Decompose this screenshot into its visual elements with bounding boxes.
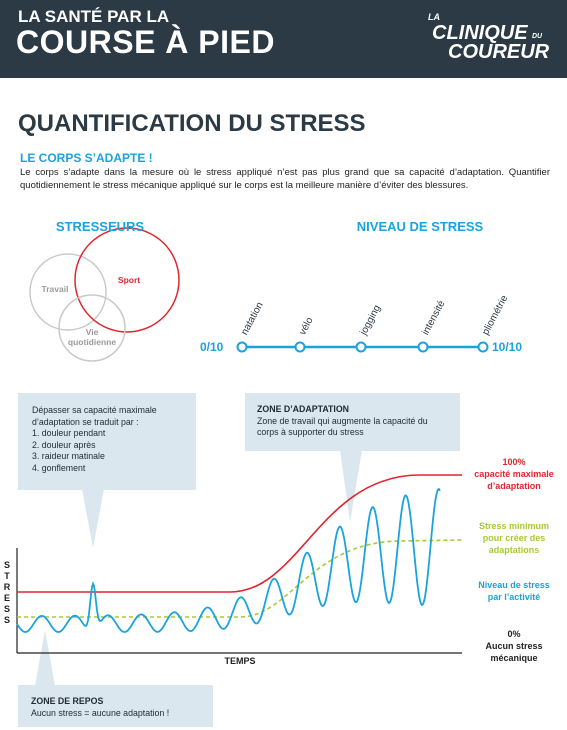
label-line: capacité maximale [474, 469, 554, 479]
activity-label-right: Niveau de stress par l’activité [478, 579, 550, 603]
level-max: 10/10 [492, 340, 523, 354]
level-node [477, 341, 489, 353]
activity-curve [16, 487, 441, 633]
header-line1: LA SANTÉ PAR LA [18, 7, 170, 26]
minimum-label: Stress minimum pour créer des adaptation… [479, 520, 549, 556]
logo-la: LA [428, 12, 440, 22]
circle-vie [58, 294, 126, 362]
level-node [417, 341, 429, 353]
capacity-curve [17, 474, 462, 593]
y-axis-label: STRESS [2, 560, 12, 626]
callout-pointer [82, 489, 104, 548]
level-node [355, 341, 367, 353]
callout-text: Dépasser sa capacité maximale d’adaptati… [32, 405, 157, 427]
circle-travail [29, 253, 107, 331]
logo-du: DU [532, 33, 543, 40]
label-line: adaptations [488, 545, 540, 555]
level-min: 0/10 [200, 340, 224, 354]
intro-text: Le corps s’adapte dans la mesure où le s… [20, 167, 550, 191]
callout-title: ZONE DE REPOS [31, 696, 104, 706]
callout-item: 3. raideur matinale [32, 451, 105, 461]
label-line: Niveau de stress [478, 580, 550, 590]
level-node [294, 341, 306, 353]
callout-text: Zone de travail qui augmente la capacité… [257, 415, 428, 438]
stressors-title: STRESSEURS [55, 219, 145, 234]
circle-sport [74, 227, 180, 333]
callout-item: 1. douleur pendant [32, 428, 106, 438]
callout-pointer [35, 630, 55, 686]
zero-label: 0% Aucun stress mécanique [485, 628, 542, 664]
stressor-label: Vie quotidienne [67, 327, 117, 347]
label-line: Aucun stress [485, 641, 543, 651]
callout-item: 2. douleur après [32, 439, 96, 450]
callout-adaptation: ZONE D’ADAPTATION Zone de travail qui au… [245, 393, 460, 451]
label-line: d’adaptation [487, 481, 541, 491]
label-line: Stress minimum [478, 521, 550, 531]
capacity-label: 100% capacité maximale d’adaptation [474, 456, 554, 492]
stress-level-title: NIVEAU DE STRESS [356, 219, 484, 234]
callout-title: ZONE D’ADAPTATION [257, 404, 350, 414]
label-line: 0% [507, 629, 521, 639]
level-node [236, 341, 248, 353]
label-line: pour créer des [482, 533, 546, 543]
stressor-label: Sport [117, 275, 141, 285]
intro-heading: LE CORPS S’ADAPTE ! [20, 151, 153, 165]
callout-rest: ZONE DE REPOS Aucun stress = aucune adap… [18, 685, 213, 727]
header-line2: COURSE À PIED [16, 24, 275, 60]
callout-item: 4. gonflement [32, 462, 86, 473]
callout-pointer [340, 450, 362, 522]
callout-text: Aucun stress = aucune adaptation ! [31, 707, 170, 718]
page-title: QUANTIFICATION DU STRESS [18, 110, 366, 137]
header-band [0, 0, 567, 78]
stressor-label: Travail [41, 284, 69, 294]
x-axis-label: TEMPS [224, 656, 256, 666]
label-line: 100% [502, 457, 526, 467]
logo-clinique: CLINIQUE [432, 22, 528, 44]
label-line: par l’activité [487, 592, 541, 602]
logo-coureur: COUREUR [448, 41, 550, 63]
label-line: mécanique [490, 653, 538, 663]
level-nodes [236, 341, 489, 353]
callout-capacity: Dépasser sa capacité maximale d’adaptati… [18, 393, 196, 490]
